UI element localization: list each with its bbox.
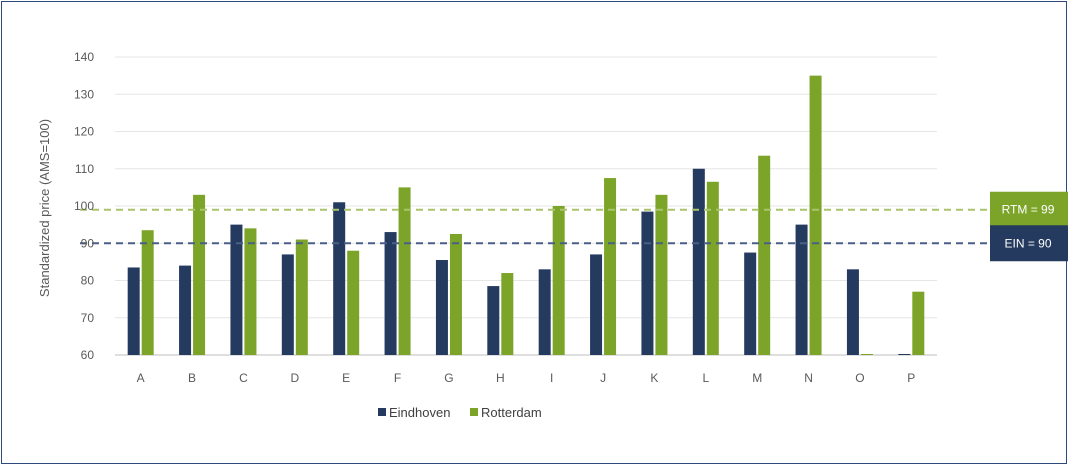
- bar-eindhoven-N: [795, 224, 808, 355]
- bar-eindhoven-F: [384, 232, 397, 355]
- legend-label: Rotterdam: [481, 405, 542, 420]
- reference-label-box: [990, 191, 1068, 228]
- x-tick-label: D: [290, 371, 299, 385]
- x-tick-label: E: [342, 371, 350, 385]
- y-tick-label: 110: [75, 162, 94, 176]
- x-tick-label: M: [752, 371, 762, 385]
- y-tick-label: 140: [74, 50, 94, 64]
- reference-label: RTM = 99: [1002, 203, 1055, 217]
- x-tick-label: K: [650, 371, 658, 385]
- y-tick-label: 100: [74, 199, 94, 213]
- bar-rotterdam-A: [141, 230, 154, 355]
- bar-eindhoven-J: [590, 254, 603, 355]
- bar-rotterdam-B: [193, 194, 206, 355]
- y-axis-ticks: 60 70 80 90 100 110 120 130 140: [74, 50, 94, 362]
- x-tick-label: P: [907, 371, 915, 385]
- bar-eindhoven-K: [641, 211, 654, 355]
- bar-rotterdam-H: [501, 273, 514, 355]
- bar-rotterdam-N: [809, 75, 822, 355]
- y-tick-label: 70: [81, 311, 95, 325]
- reference-label: EIN = 90: [1004, 236, 1051, 250]
- bar-eindhoven-L: [692, 168, 705, 355]
- legend-swatch: [470, 408, 478, 416]
- y-tick-label: 80: [81, 274, 95, 288]
- x-tick-label: B: [188, 371, 196, 385]
- bar-eindhoven-B: [179, 265, 192, 355]
- bar-rotterdam-F: [398, 187, 411, 355]
- x-tick-label: A: [137, 371, 145, 385]
- x-tick-label: I: [550, 371, 553, 385]
- bars: [127, 75, 925, 355]
- bar-eindhoven-O: [846, 269, 859, 355]
- x-tick-label: O: [855, 371, 864, 385]
- bar-rotterdam-I: [552, 206, 565, 355]
- bar-rotterdam-J: [604, 178, 617, 355]
- x-tick-label: L: [702, 371, 709, 385]
- x-tick-label: C: [239, 371, 248, 385]
- bar-rotterdam-P: [912, 291, 925, 355]
- bar-eindhoven-M: [744, 252, 757, 355]
- x-tick-label: J: [600, 371, 606, 385]
- bar-eindhoven-P: [898, 354, 911, 355]
- y-tick-label: 120: [74, 125, 94, 139]
- y-axis-label: Standardized price (AMS=100): [37, 119, 52, 297]
- legend: Eindhoven Rotterdam: [378, 405, 542, 420]
- reference-lines: RTM = 99 EIN = 90: [80, 191, 1068, 262]
- bar-eindhoven-H: [487, 286, 500, 355]
- bar-eindhoven-E: [333, 202, 346, 355]
- legend-label: Eindhoven: [389, 405, 450, 420]
- bar-rotterdam-C: [244, 228, 257, 355]
- legend-swatch: [378, 408, 386, 416]
- bar-rotterdam-L: [706, 181, 719, 355]
- bar-eindhoven-C: [230, 224, 243, 355]
- bar-rotterdam-K: [655, 194, 668, 355]
- x-tick-label: N: [804, 371, 813, 385]
- bar-rotterdam-M: [758, 155, 771, 355]
- x-tick-label: G: [444, 371, 453, 385]
- x-tick-label: F: [394, 371, 401, 385]
- bar-rotterdam-E: [347, 250, 360, 355]
- y-tick-label: 130: [74, 87, 94, 101]
- bar-eindhoven-I: [538, 269, 551, 355]
- bar-eindhoven-G: [435, 260, 448, 355]
- x-axis-ticks: A B C D E F G H I J K L M N O P: [137, 371, 916, 385]
- reference-label-box: [990, 225, 1068, 262]
- y-tick-label: 90: [81, 236, 95, 250]
- x-tick-label: H: [496, 371, 505, 385]
- bar-eindhoven-D: [281, 254, 294, 355]
- y-tick-label: 60: [81, 348, 95, 362]
- bar-eindhoven-A: [127, 267, 140, 355]
- bar-rotterdam-O: [860, 354, 873, 355]
- bar-rotterdam-G: [449, 233, 462, 355]
- bar-rotterdam-D: [295, 239, 308, 355]
